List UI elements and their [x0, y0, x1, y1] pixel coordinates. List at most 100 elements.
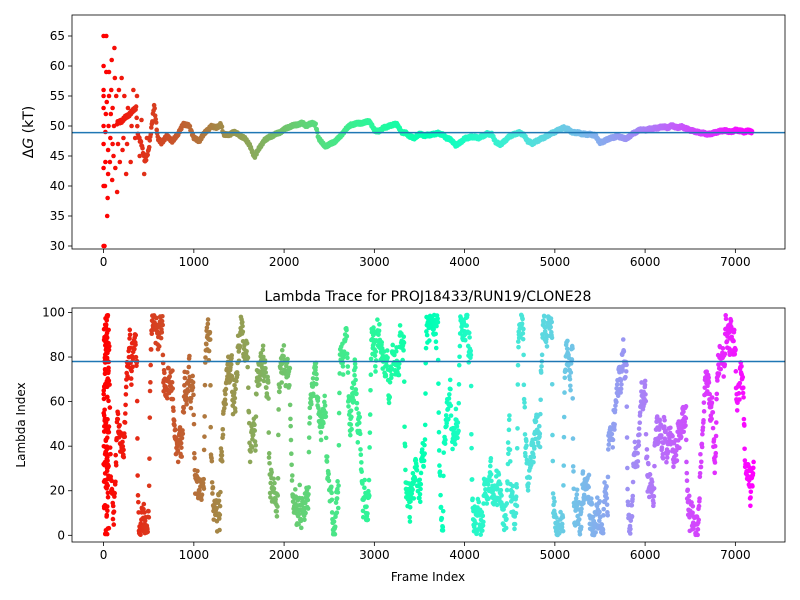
lambda-point: [593, 530, 598, 535]
lambda-point: [111, 522, 117, 527]
lambda-point: [568, 361, 574, 366]
lambda-point: [422, 451, 427, 456]
lambda-point: [615, 393, 621, 399]
lambda-point: [447, 392, 452, 397]
y-tick-label: 50: [50, 119, 65, 133]
lambda-point: [334, 510, 340, 515]
lambda-point: [316, 405, 321, 411]
lambda-point: [351, 398, 357, 403]
lambda-point: [644, 447, 650, 452]
lambda-point: [697, 496, 702, 501]
lambda-point: [253, 414, 259, 419]
lambda-point: [171, 408, 176, 414]
lambda-point: [552, 499, 557, 504]
x-tick-label: 3000: [359, 548, 390, 562]
delta-g-point: [148, 125, 154, 130]
lambda-point: [452, 441, 458, 447]
lambda-point: [401, 334, 407, 340]
lambda-point: [564, 346, 570, 351]
lambda-point: [160, 352, 166, 358]
lambda-point: [521, 396, 527, 402]
lambda-point: [182, 375, 188, 381]
lambda-point: [412, 475, 418, 481]
lambda-point: [371, 325, 376, 330]
lambda-point: [184, 370, 190, 375]
lambda-point: [352, 373, 357, 378]
lambda-point: [683, 415, 689, 421]
lambda-point: [557, 530, 562, 536]
lambda-point: [411, 479, 417, 484]
lambda-point: [179, 445, 184, 450]
lambda-point: [436, 448, 442, 453]
lambda-point: [190, 385, 196, 390]
lambda-point: [605, 474, 611, 480]
lambda-point: [678, 434, 684, 440]
delta-g-point: [313, 121, 318, 127]
lambda-point: [410, 470, 416, 476]
delta-g-early-point: [112, 75, 118, 81]
lambda-point: [748, 489, 754, 495]
lambda-point: [387, 379, 393, 385]
lambda-point: [169, 380, 175, 385]
lambda-point: [306, 449, 312, 455]
lambda-point: [335, 490, 341, 495]
lambda-point: [590, 514, 596, 520]
lambda-point: [578, 524, 584, 530]
lambda-point: [123, 392, 129, 397]
lambda-point: [200, 480, 206, 486]
lambda-point: [245, 364, 250, 370]
lambda-point: [347, 432, 353, 438]
delta-g-early-point: [105, 195, 110, 201]
lambda-point: [691, 526, 696, 531]
lambda-point: [181, 410, 187, 415]
lambda-point: [268, 480, 273, 486]
lambda-point: [441, 473, 446, 479]
lambda-point: [252, 439, 258, 444]
lambda-point: [322, 403, 328, 408]
lambda-point: [263, 370, 269, 375]
lambda-point: [710, 425, 716, 431]
lambda-point: [129, 368, 134, 374]
lambda-point: [184, 402, 189, 407]
lambda-point: [187, 353, 192, 359]
lambda-point: [606, 442, 612, 447]
lambda-point: [742, 446, 747, 452]
lambda-point: [244, 348, 249, 354]
delta-g-early-point: [104, 99, 110, 105]
lambda-point: [352, 361, 358, 367]
lambda-point: [574, 487, 580, 493]
lambda-point: [448, 413, 454, 418]
lambda-point: [627, 531, 633, 536]
lambda-point: [619, 382, 624, 387]
lambda-point: [228, 362, 234, 367]
lambda-point: [375, 317, 380, 322]
lambda-point: [146, 508, 151, 514]
lambda-point: [203, 355, 208, 360]
lambda-point: [376, 328, 382, 334]
delta-g-early-point: [129, 123, 134, 129]
lambda-point: [510, 483, 516, 489]
lambda-point: [105, 494, 111, 500]
x-tick-label: 4000: [449, 548, 480, 562]
lambda-point: [303, 510, 308, 516]
lambda-point: [217, 516, 222, 521]
lambda-point: [278, 365, 283, 371]
lambda-point: [440, 508, 446, 514]
lambda-point: [683, 404, 689, 409]
lambda-point: [326, 471, 331, 477]
lambda-point: [613, 403, 618, 409]
lambda-point: [102, 477, 108, 483]
lambda-point: [201, 486, 207, 491]
lambda-point: [148, 380, 153, 385]
lambda-point: [610, 445, 616, 450]
lambda-point: [229, 373, 235, 379]
lambda-point: [351, 381, 357, 387]
lambda-point: [589, 496, 594, 501]
delta-g-early-point: [103, 159, 108, 165]
lambda-point: [686, 493, 692, 499]
lambda-point: [457, 354, 462, 360]
lambda-point: [104, 355, 110, 361]
lambda-point: [267, 460, 272, 466]
lambda-point: [713, 433, 719, 439]
lambda-point: [455, 420, 461, 425]
